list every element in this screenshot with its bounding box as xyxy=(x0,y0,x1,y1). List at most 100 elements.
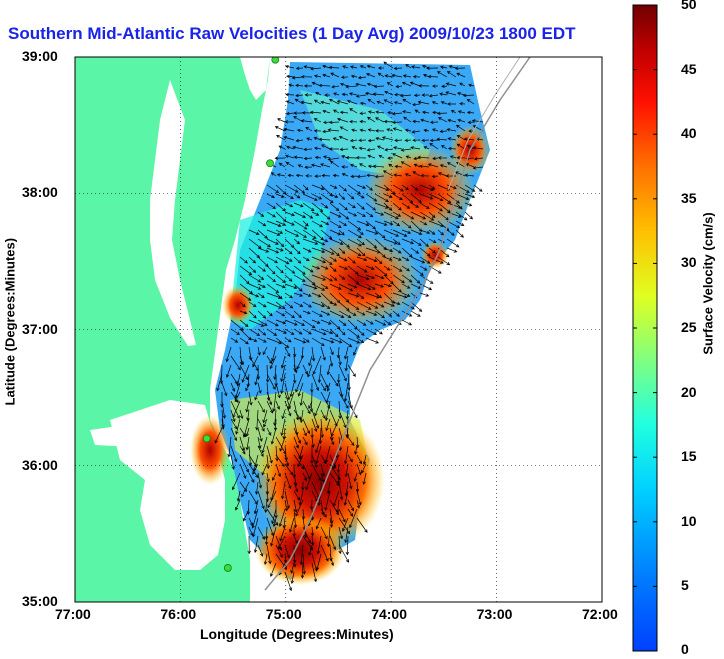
velocity-arrow xyxy=(311,346,316,362)
velocity-arrow xyxy=(347,373,351,391)
velocity-arrow xyxy=(255,481,259,495)
velocity-arrow xyxy=(284,274,293,282)
velocity-arrow xyxy=(338,211,350,220)
velocity-arrow xyxy=(264,499,268,513)
velocity-arrow xyxy=(248,238,262,249)
velocity-arrow xyxy=(315,91,322,96)
velocity-arrow xyxy=(322,129,331,134)
velocity-arrow xyxy=(403,116,412,123)
velocity-arrow xyxy=(345,409,350,420)
velocity-arrow xyxy=(401,319,413,326)
velocity-arrow xyxy=(348,92,358,96)
velocity-arrow xyxy=(302,400,311,415)
velocity-arrow xyxy=(459,82,466,87)
velocity-arrow xyxy=(329,211,342,218)
velocity-arrow xyxy=(320,310,331,316)
velocity-arrow xyxy=(311,373,320,392)
velocity-arrow xyxy=(230,382,236,392)
velocity-arrow xyxy=(437,172,448,177)
velocity-arrow xyxy=(293,283,303,292)
velocity-arrow xyxy=(344,355,349,372)
velocity-arrow xyxy=(275,184,287,195)
velocity-arrow xyxy=(338,247,346,255)
velocity-arrow xyxy=(275,274,286,284)
velocity-arrow xyxy=(338,508,346,523)
velocity-arrow xyxy=(293,481,299,493)
velocity-arrow xyxy=(436,137,448,142)
velocity-arrow xyxy=(383,61,394,69)
velocity-arrow xyxy=(428,193,444,202)
velocity-arrow xyxy=(374,220,388,226)
velocity-arrow xyxy=(338,283,354,292)
velocity-arrow xyxy=(293,193,301,199)
velocity-arrow xyxy=(326,481,331,495)
velocity-arrow xyxy=(320,526,328,540)
velocity-arrow xyxy=(437,156,448,160)
velocity-arrow xyxy=(383,256,393,261)
velocity-arrow xyxy=(347,184,361,195)
velocity-arrow xyxy=(329,247,340,257)
velocity-arrow xyxy=(468,83,475,88)
velocity-arrow xyxy=(295,373,304,393)
velocity-arrow xyxy=(392,229,408,237)
velocity-arrow xyxy=(447,102,457,106)
velocity-arrow xyxy=(285,154,295,159)
velocity-arrow xyxy=(347,454,353,463)
colorbar-tick-label: 10 xyxy=(681,512,697,529)
velocity-arrow xyxy=(338,184,347,192)
velocity-arrow xyxy=(266,238,279,245)
velocity-arrow xyxy=(338,310,352,318)
velocity-arrow xyxy=(365,193,378,202)
velocity-arrow xyxy=(284,202,294,208)
velocity-arrow xyxy=(329,238,344,246)
velocity-arrow xyxy=(344,346,349,360)
velocity-arrow xyxy=(338,220,347,226)
velocity-arrow xyxy=(347,265,359,275)
velocity-arrow xyxy=(278,145,286,150)
velocity-arrow xyxy=(246,409,250,422)
velocity-arrow xyxy=(347,436,355,447)
velocity-arrow xyxy=(284,220,295,226)
velocity-arrow xyxy=(239,337,249,345)
velocity-arrow xyxy=(347,220,362,231)
velocity-arrow xyxy=(392,220,401,227)
velocity-arrow xyxy=(439,164,448,168)
velocity-arrow xyxy=(320,418,324,439)
velocity-arrow xyxy=(336,373,341,384)
velocity-arrow xyxy=(356,319,367,326)
velocity-arrow xyxy=(275,337,290,349)
velocity-arrow xyxy=(266,220,282,228)
velocity-arrow xyxy=(266,211,276,218)
velocity-arrow xyxy=(320,274,333,282)
velocity-arrow xyxy=(355,82,367,87)
velocity-arrow xyxy=(295,499,304,517)
velocity-arrow xyxy=(275,292,283,300)
velocity-arrow xyxy=(293,319,306,326)
velocity-arrow xyxy=(257,337,267,343)
velocity-arrow xyxy=(419,247,431,257)
velocity-arrow xyxy=(356,499,361,509)
velocity-arrow xyxy=(311,193,323,200)
velocity-arrow xyxy=(311,283,326,291)
velocity-arrow xyxy=(230,391,239,404)
velocity-arrow xyxy=(239,265,253,276)
velocity-arrow xyxy=(320,163,331,168)
velocity-arrow xyxy=(383,184,396,195)
velocity-arrow xyxy=(266,310,273,317)
velocity-arrow xyxy=(311,562,318,583)
velocity-arrow xyxy=(473,184,483,192)
colorbar-tick-label: 45 xyxy=(681,60,697,77)
velocity-arrow xyxy=(395,84,403,89)
velocity-arrow xyxy=(284,120,295,124)
velocity-arrow xyxy=(383,301,395,307)
velocity-arrow xyxy=(392,283,402,293)
velocity-arrow xyxy=(365,220,376,230)
velocity-arrow xyxy=(336,463,341,474)
velocity-arrow xyxy=(446,193,460,204)
velocity-vectors xyxy=(214,61,484,592)
velocity-arrow xyxy=(338,193,346,200)
velocity-arrow xyxy=(374,265,388,277)
velocity-arrow xyxy=(257,544,264,557)
x-tick-label: 76:00 xyxy=(160,606,197,622)
velocity-arrow xyxy=(280,418,286,437)
